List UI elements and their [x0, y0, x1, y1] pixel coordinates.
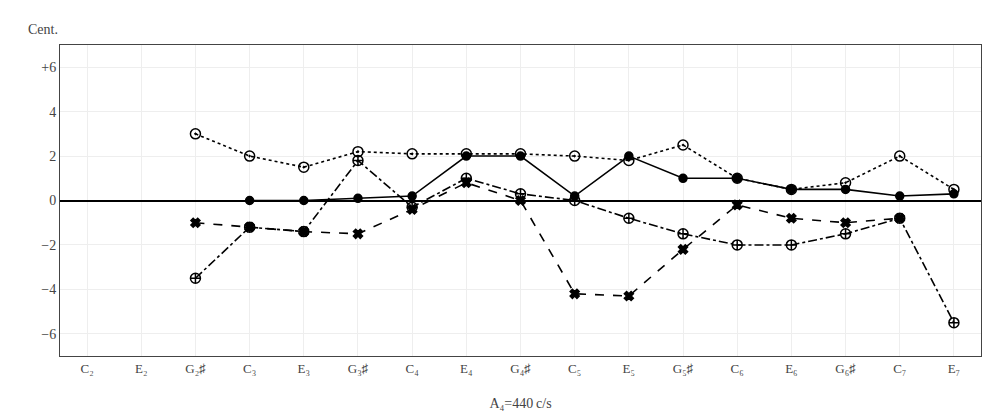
- svg-text:G₃♯: G₃♯: [348, 361, 368, 376]
- svg-text:−4: −4: [41, 282, 56, 297]
- svg-text:C₅: C₅: [568, 361, 581, 376]
- svg-text:C₃: C₃: [243, 361, 256, 376]
- svg-text:Cent.: Cent.: [28, 22, 58, 37]
- svg-text:G₂♯: G₂♯: [185, 361, 205, 376]
- svg-text:−2: −2: [41, 238, 56, 253]
- svg-text:G₅♯: G₅♯: [673, 361, 693, 376]
- svg-text:+6: +6: [41, 60, 56, 75]
- svg-text:4: 4: [49, 105, 56, 120]
- svg-text:E₅: E₅: [623, 361, 635, 376]
- svg-text:C₂: C₂: [80, 361, 93, 376]
- svg-text:C₆: C₆: [731, 361, 744, 376]
- svg-text:E₂: E₂: [135, 361, 147, 376]
- svg-text:C₇: C₇: [893, 361, 906, 376]
- svg-text:G₆♯: G₆♯: [835, 361, 855, 376]
- svg-text:E₇: E₇: [948, 361, 960, 376]
- svg-text:2: 2: [49, 149, 56, 164]
- svg-text:E₃: E₃: [298, 361, 310, 376]
- svg-text:0: 0: [49, 193, 56, 208]
- svg-text:C₄: C₄: [406, 361, 420, 376]
- svg-text:G₄♯: G₄♯: [510, 361, 530, 376]
- svg-text:E₄: E₄: [460, 361, 473, 376]
- svg-text:−6: −6: [41, 327, 56, 342]
- svg-text:A₄=440 c/s: A₄=440 c/s: [489, 396, 551, 411]
- svg-text:E₆: E₆: [785, 361, 797, 376]
